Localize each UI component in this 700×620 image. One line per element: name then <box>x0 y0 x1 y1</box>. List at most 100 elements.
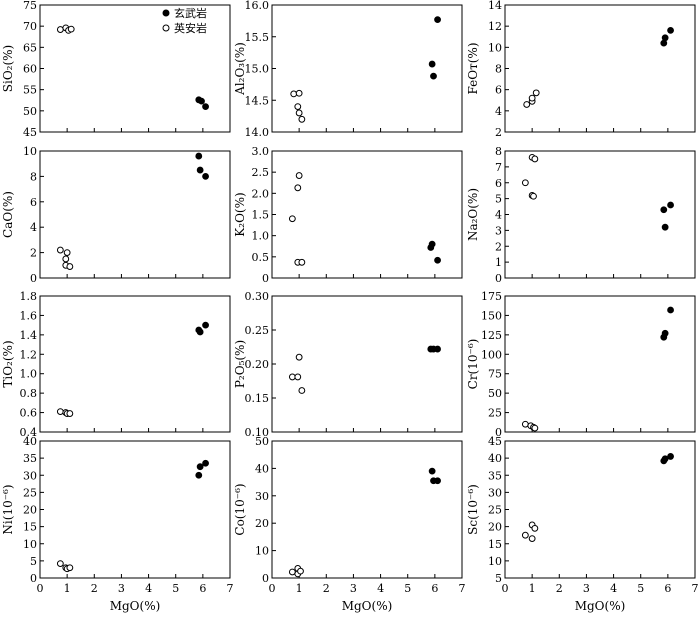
y-axis-label: Na₂O(%) <box>466 188 480 241</box>
y-tick-label: 0 <box>262 272 269 285</box>
y-tick-label: 0 <box>30 572 37 585</box>
y-tick-label: 14 <box>488 0 502 12</box>
y-tick-label: 15.5 <box>245 31 270 44</box>
series-dacite <box>521 153 539 200</box>
series-basalt <box>660 201 674 231</box>
y-tick-label: 1.6 <box>20 309 38 322</box>
x-tick-label: 0 <box>269 582 276 595</box>
plot-frame <box>504 295 696 433</box>
y-tick-label: 5 <box>495 193 502 206</box>
x-tick-label: 2 <box>556 582 563 595</box>
y-tick-label: 40 <box>255 462 269 475</box>
y-tick-label: 0 <box>30 272 37 285</box>
plot-frame <box>271 150 463 279</box>
y-tick-label: 75 <box>23 0 37 12</box>
data-point-dacite <box>66 564 74 572</box>
x-tick-label: 5 <box>637 582 644 595</box>
y-tick-label: 5 <box>495 572 502 585</box>
y-tick-label: 8 <box>30 170 37 183</box>
y-tick-label: 20 <box>23 504 37 517</box>
data-point-basalt <box>667 306 674 314</box>
y-tick-label: 6 <box>495 84 502 97</box>
y-tick-label: 35 <box>23 452 37 465</box>
data-point-dacite <box>56 408 64 416</box>
y-tick-label: 15 <box>488 538 502 551</box>
y-tick-label: 8 <box>495 145 502 158</box>
series-basalt <box>195 321 209 336</box>
series-dacite <box>56 24 75 34</box>
data-point-basalt <box>195 471 203 479</box>
data-point-basalt <box>661 455 669 463</box>
y-tick-label: 0.4 <box>20 426 38 439</box>
x-tick-label: 6 <box>431 582 438 595</box>
y-tick-label: 2.5 <box>252 166 270 179</box>
data-point-basalt <box>428 60 436 68</box>
data-point-dacite <box>56 560 64 568</box>
series-dacite <box>521 521 539 543</box>
y-tick-label: 125 <box>481 329 502 342</box>
y-tick-label: 2.0 <box>252 187 270 200</box>
data-point-basalt <box>667 27 674 34</box>
y-tick-label: 2 <box>495 240 502 253</box>
y-tick-label: 10 <box>488 555 502 568</box>
data-point-dacite <box>294 184 302 192</box>
series-dacite <box>56 408 74 417</box>
plot-frame <box>504 150 696 279</box>
series-dacite <box>521 420 539 432</box>
y-tick-label: 7 <box>495 161 502 174</box>
data-point-dacite <box>521 179 529 187</box>
data-point-basalt <box>428 467 436 475</box>
y-tick-label: 14.5 <box>245 94 270 107</box>
data-point-basalt <box>196 463 204 471</box>
data-point-dacite <box>63 249 71 257</box>
x-tick-label: 5 <box>404 582 411 595</box>
y-tick-label: 16.0 <box>245 0 270 12</box>
data-point-basalt <box>661 34 669 42</box>
y-tick-label: 175 <box>481 290 502 303</box>
data-point-basalt <box>428 240 436 248</box>
x-tick-label: 1 <box>529 582 536 595</box>
data-point-basalt <box>198 97 205 105</box>
x-tick-label: 0 <box>502 582 509 595</box>
series-basalt <box>660 27 674 47</box>
x-tick-label: 6 <box>664 582 671 595</box>
data-point-dacite <box>530 192 537 200</box>
legend-label-basalt: 玄武岩 <box>174 6 207 20</box>
series-dacite <box>523 89 540 108</box>
series-basalt <box>428 16 441 80</box>
y-tick-label: 10 <box>23 145 37 158</box>
series-basalt <box>427 240 441 264</box>
y-tick-label: 45 <box>488 435 502 448</box>
y-tick-label: 15 <box>23 521 37 534</box>
data-point-dacite <box>298 258 306 266</box>
data-point-basalt <box>202 459 209 467</box>
chart-panel-6: 0 1 2 3 4 5 6 7 8 Na₂O(%) <box>466 145 696 285</box>
chart-panel-9: 0 25 50 75 100 125 150 175 Cr(10⁻⁶) <box>466 290 696 439</box>
plot-frame <box>504 4 696 133</box>
x-tick-label: 7 <box>692 582 699 595</box>
x-tick-label: 2 <box>323 582 330 595</box>
legend-marker-dacite <box>162 24 170 32</box>
series-dacite <box>290 89 306 123</box>
data-point-dacite <box>298 115 306 123</box>
y-tick-label: 150 <box>481 309 502 322</box>
series-dacite <box>288 565 304 578</box>
x-tick-label: 1 <box>64 582 71 595</box>
y-tick-label: 0 <box>495 426 502 439</box>
y-tick-label: 25 <box>488 407 502 420</box>
x-tick-label: 1 <box>296 582 303 595</box>
y-tick-label: 100 <box>481 348 502 361</box>
chart-panel-2: 14.0 14.5 15.0 15.5 16.0 Al₂O₃(%) <box>233 0 463 139</box>
data-point-dacite <box>521 420 529 428</box>
legend-label-dacite: 英安岩 <box>174 21 207 35</box>
y-tick-label: 30 <box>488 486 502 499</box>
y-axis-label: TiO₂(%) <box>1 340 15 387</box>
y-tick-label: 10 <box>488 41 502 54</box>
y-axis-label: P₂O₅(%) <box>233 340 247 388</box>
data-point-dacite <box>297 567 304 575</box>
y-tick-label: 50 <box>488 387 502 400</box>
y-tick-label: 1.4 <box>20 329 38 342</box>
chart-panel-3: 2 4 6 8 10 12 14 FeOᴛ(%) <box>466 0 696 139</box>
y-tick-label: 4 <box>495 105 502 118</box>
y-tick-label: 1.2 <box>20 348 38 361</box>
